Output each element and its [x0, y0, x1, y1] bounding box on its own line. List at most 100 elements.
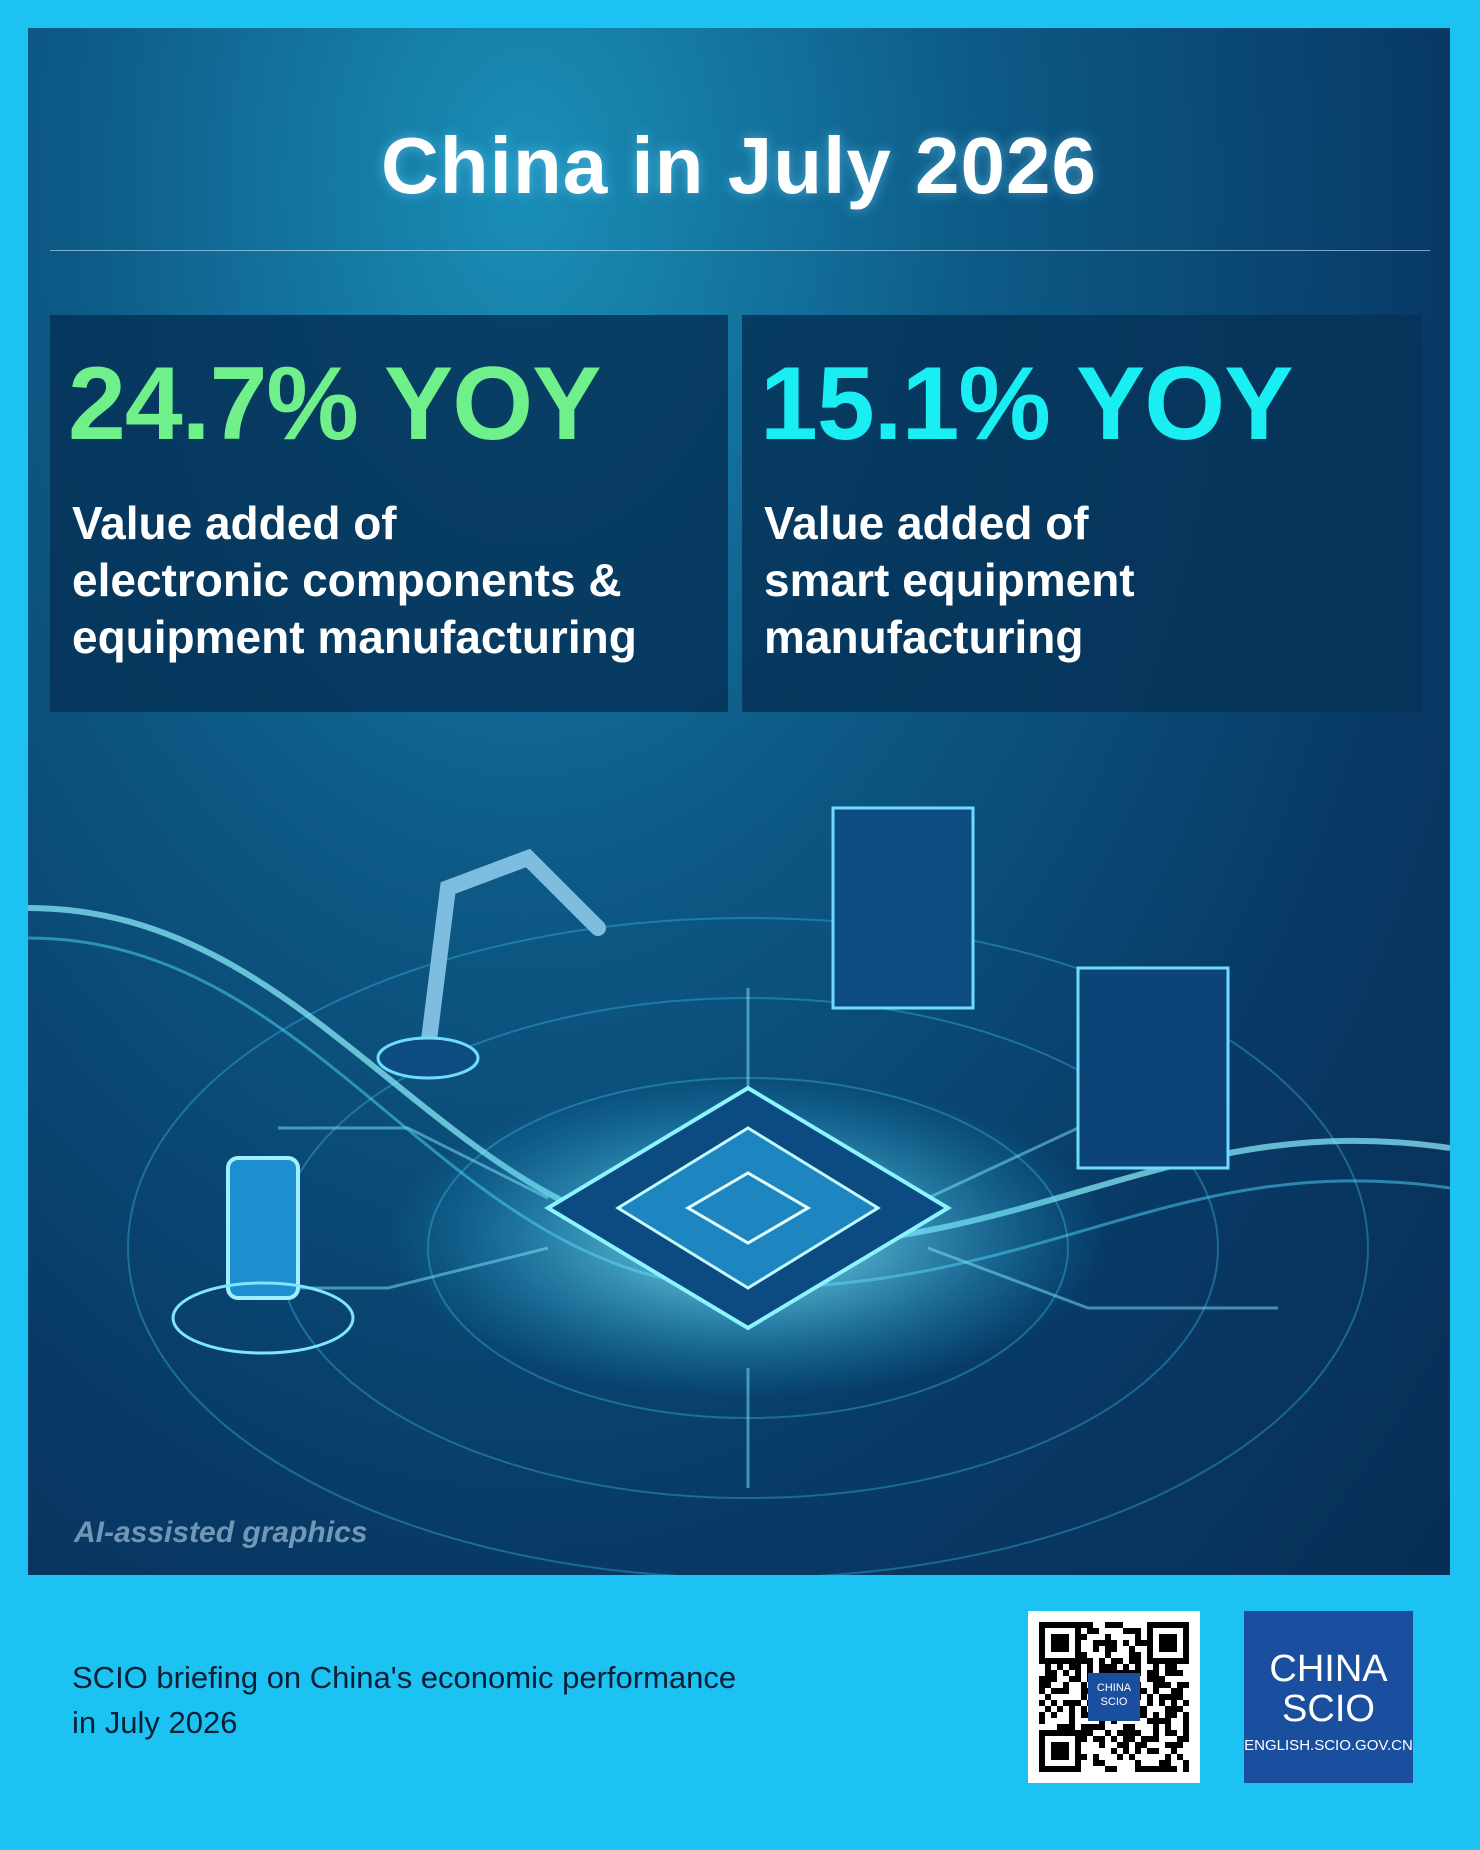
qr-module: [1183, 1712, 1189, 1718]
image-note: AI-assisted graphics: [74, 1516, 368, 1549]
qr-module: [1057, 1742, 1063, 1748]
qr-module: [1177, 1736, 1183, 1742]
qr-module: [1045, 1676, 1051, 1682]
qr-module: [1057, 1640, 1063, 1646]
qr-module: [1183, 1622, 1189, 1628]
qr-module: [1075, 1676, 1081, 1682]
qr-module: [1075, 1748, 1081, 1754]
qr-module: [1051, 1676, 1057, 1682]
qr-module: [1177, 1742, 1183, 1748]
qr-module: [1051, 1622, 1057, 1628]
qr-module: [1063, 1640, 1069, 1646]
qr-module: [1141, 1640, 1147, 1646]
qr-module: [1165, 1754, 1171, 1760]
qr-module: [1063, 1688, 1069, 1694]
qr-module: [1171, 1634, 1177, 1640]
qr-module: [1171, 1742, 1177, 1748]
qr-module: [1135, 1742, 1141, 1748]
stat-figure: 15.1% YOY: [760, 346, 1294, 462]
qr-module: [1165, 1718, 1171, 1724]
qr-module: [1051, 1748, 1057, 1754]
qr-module: [1045, 1766, 1051, 1772]
qr-logo: [1088, 1673, 1140, 1721]
qr-module: [1153, 1622, 1159, 1628]
qr-module: [1039, 1628, 1045, 1634]
qr-module: [1165, 1646, 1171, 1652]
qr-module: [1183, 1658, 1189, 1664]
qr-module: [1039, 1718, 1045, 1724]
qr-module: [1081, 1652, 1087, 1658]
qr-module: [1039, 1634, 1045, 1640]
qr-module: [1159, 1622, 1165, 1628]
qr-module: [1111, 1766, 1117, 1772]
qr-module: [1093, 1724, 1099, 1730]
qr-module: [1105, 1640, 1111, 1646]
qr-module: [1057, 1688, 1063, 1694]
qr-module: [1069, 1718, 1075, 1724]
qr-module: [1129, 1658, 1135, 1664]
qr-module: [1045, 1622, 1051, 1628]
qr-module: [1063, 1724, 1069, 1730]
qr-module: [1069, 1724, 1075, 1730]
qr-module: [1051, 1730, 1057, 1736]
qr-module: [1153, 1676, 1159, 1682]
qr-module: [1105, 1646, 1111, 1652]
qr-module: [1057, 1658, 1063, 1664]
qr-module: [1141, 1742, 1147, 1748]
qr-module: [1063, 1634, 1069, 1640]
qr-module: [1177, 1622, 1183, 1628]
qr-module: [1183, 1700, 1189, 1706]
qr-module: [1153, 1730, 1159, 1736]
qr-module: [1057, 1724, 1063, 1730]
qr-module: [1063, 1670, 1069, 1676]
qr-module: [1081, 1694, 1087, 1700]
qr-module: [1117, 1754, 1123, 1760]
qr-module: [1105, 1664, 1111, 1670]
qr-module: [1153, 1682, 1159, 1688]
qr-module: [1165, 1670, 1171, 1676]
qr-module: [1141, 1688, 1147, 1694]
logo-text: SCIO: [1282, 1688, 1375, 1730]
qr-module: [1165, 1622, 1171, 1628]
qr-module: [1075, 1658, 1081, 1664]
qr-module: [1153, 1718, 1159, 1724]
qr-module: [1147, 1700, 1153, 1706]
qr-module: [1165, 1742, 1171, 1748]
qr-module: [1147, 1676, 1153, 1682]
qr-module: [1087, 1658, 1093, 1664]
qr-module: [1069, 1730, 1075, 1736]
qr-module: [1177, 1670, 1183, 1676]
qr-module: [1105, 1766, 1111, 1772]
qr-module: [1093, 1754, 1099, 1760]
qr-module: [1111, 1622, 1117, 1628]
qr-module: [1123, 1724, 1129, 1730]
qr-module: [1063, 1742, 1069, 1748]
qr-module: [1105, 1622, 1111, 1628]
qr-module: [1147, 1670, 1153, 1676]
divider: [50, 250, 1430, 251]
qr-module: [1135, 1760, 1141, 1766]
qr-module: [1075, 1700, 1081, 1706]
qr-module: [1045, 1730, 1051, 1736]
qr-module: [1063, 1682, 1069, 1688]
qr-module: [1075, 1652, 1081, 1658]
qr-module: [1075, 1664, 1081, 1670]
qr-module: [1153, 1658, 1159, 1664]
label-line: equipment manufacturing: [72, 611, 637, 663]
qr-logo-text: CHINA: [1097, 1682, 1132, 1694]
qr-module: [1135, 1748, 1141, 1754]
scio-logo: CHINA SCIO ENGLISH.SCIO.GOV.CN: [1244, 1611, 1413, 1783]
qr-module: [1039, 1700, 1045, 1706]
qr-module: [1147, 1622, 1153, 1628]
qr-module: [1069, 1676, 1075, 1682]
qr-module: [1069, 1622, 1075, 1628]
qr-module: [1135, 1634, 1141, 1640]
qr-module: [1171, 1748, 1177, 1754]
qr-module: [1153, 1724, 1159, 1730]
label-line: Value added of: [72, 497, 397, 549]
qr-module: [1051, 1646, 1057, 1652]
qr-module: [1111, 1658, 1117, 1664]
qr-module: [1183, 1730, 1189, 1736]
qr-module: [1171, 1688, 1177, 1694]
qr-module: [1039, 1766, 1045, 1772]
